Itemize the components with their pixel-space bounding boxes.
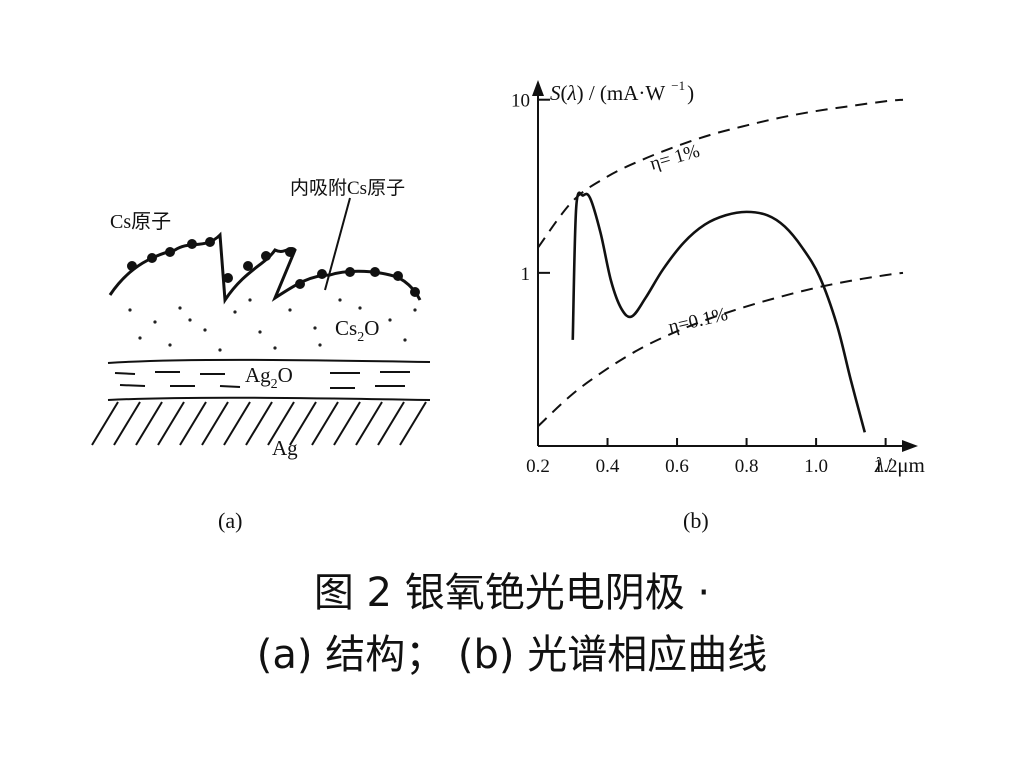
spectral-response-curve [571,191,867,433]
y-axis-arrow [532,80,544,96]
x-axis-title: λ/ μm [874,453,925,477]
y-axis-title: S(λ) / (mA·W −1) [550,78,694,105]
series-layer [537,98,904,433]
ag2o-bottom-boundary [107,396,431,401]
ag2o-dashes [114,371,410,389]
x-axis-arrow [902,440,918,452]
cs-atom-label: Cs原子 [110,211,171,233]
x-tick-label: 0.4 [596,456,620,477]
caption-subtitle: (a) 结构； (b) 光谱相应曲线 [256,632,768,678]
inner-cs-leader-line [324,197,351,291]
x-tick-label: 0.6 [665,456,689,477]
panel-a-label: (a) [218,508,243,533]
cs2o-particles [128,298,417,352]
ag-hatching [91,401,427,446]
eta-0.1pct-label: η=0.1% [666,304,730,338]
inner-cs-label: 内吸附Cs原子 [290,177,405,199]
cs2o-label: Cs2O [335,316,379,345]
cs-atom-dots [127,237,420,297]
eta-1pct-dashed-line [537,98,904,249]
chart-axes [537,92,910,447]
y-tick-label: 10 [511,91,530,112]
ag2o-label: Ag2O [245,363,293,392]
spectral-response-chart: 0.2 0.4 0.6 0.8 1.0 1.2 1 10 S(λ) / (mA·W −1) λ/… [511,78,925,477]
structure-diagram: Cs原子 内吸附Cs原子 Cs2O Ag2O Ag [91,177,431,460]
caption-title: 图 2 银氧铯光电阴极 · [313,570,711,616]
ag-label: Ag [272,436,298,460]
ag2o-top-boundary [107,358,431,364]
x-tick-label: 0.8 [735,456,759,477]
eta-1pct-label: η= 1% [648,141,703,175]
eta-0.1pct-dashed-line [537,271,904,428]
x-tick-label: 0.2 [526,456,550,477]
panel-b-label: (b) [683,508,709,533]
x-tick-label: 1.0 [804,456,828,477]
tick-marks: 0.2 0.4 0.6 0.8 1.0 1.2 1 10 [511,91,897,477]
x-tick-label: 1.2 [874,456,898,477]
y-tick-label: 1 [521,264,531,285]
